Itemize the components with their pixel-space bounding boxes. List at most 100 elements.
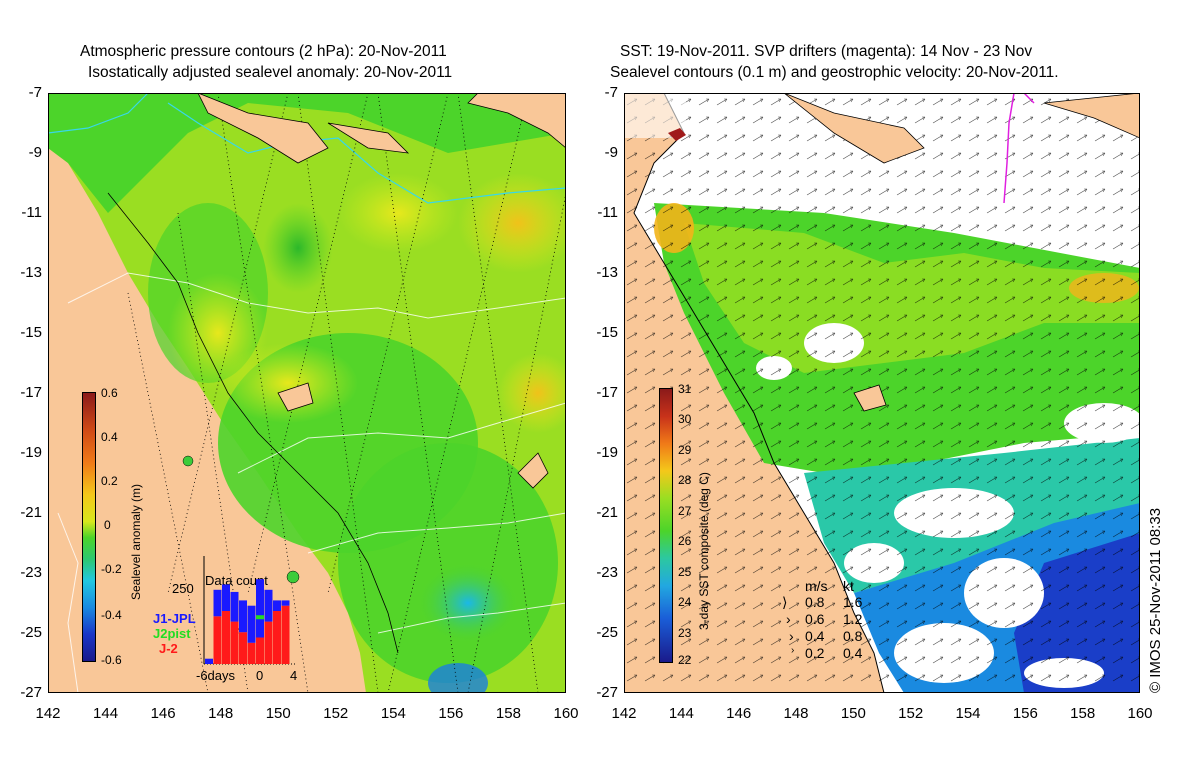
sst-tick: 24 (678, 595, 692, 609)
right-title-line2: Sealevel contours (0.1 m) and geostrophi… (610, 64, 1059, 81)
y-axis-tick-label: -23 (596, 564, 618, 581)
x-axis-tick-label: 152 (898, 705, 924, 722)
x-axis-tick-label: 142 (35, 705, 61, 722)
histogram-bar-j2 (222, 611, 230, 664)
histogram-bar-j2 (230, 621, 239, 664)
histogram-bar-j2pist (256, 615, 264, 620)
sealevel-colorbar (82, 392, 96, 662)
data-count-xlabel: 0 (256, 668, 264, 683)
histogram-bar-j2 (247, 642, 256, 664)
histogram-bar-j1 (205, 658, 213, 664)
sst-tick: 30 (678, 412, 692, 426)
velocity-legend-row: › (786, 611, 791, 627)
sst-tick: 25 (678, 565, 692, 579)
y-axis-tick-label: -23 (20, 564, 42, 581)
velocity-legend-kt: 0.8 (843, 628, 863, 644)
velocity-legend-kt: 0.4 (843, 645, 863, 661)
y-axis-tick-label: -21 (596, 504, 618, 521)
y-axis-tick-label: -27 (596, 684, 618, 701)
y-axis-tick-label: -19 (596, 444, 618, 461)
data-count-title: Data count (205, 573, 268, 588)
x-axis-tick-label: 160 (553, 705, 579, 722)
data-count-legend-j1: J1-JPL (153, 611, 196, 626)
histogram-bar-j2 (213, 616, 222, 664)
sst-tick: 23 (678, 626, 692, 640)
x-axis-tick-label: 142 (611, 705, 637, 722)
sst-colorbar-label: 3-day SST composite (deg C) (697, 472, 711, 630)
y-axis-tick-label: -25 (596, 624, 618, 641)
x-axis-tick-label: 158 (1070, 705, 1096, 722)
velocity-legend-ms: 0.2 (805, 645, 825, 661)
histogram-bar-j1 (273, 600, 281, 611)
sst-colorbar (659, 388, 673, 663)
sst-tick: 29 (678, 443, 692, 457)
sealevel-tick: 0.4 (101, 430, 118, 444)
data-count-legend-jminus2: J-2 (159, 641, 178, 656)
x-axis-tick-label: 148 (783, 705, 809, 722)
sealevel-tick: 0.6 (101, 386, 118, 400)
y-axis-tick-label: -25 (20, 624, 42, 641)
sealevel-anomaly-map (48, 93, 566, 693)
right-map-frame (624, 93, 1140, 693)
histogram-bar-j2 (264, 621, 273, 664)
svp-drifter-track (1003, 93, 1015, 204)
histogram-bar-j1 (222, 584, 230, 611)
sealevel-tick: 0.2 (101, 474, 118, 488)
y-axis-tick-label: -11 (21, 204, 42, 221)
y-axis-tick-label: -17 (20, 384, 42, 401)
y-axis-tick-label: -17 (596, 384, 618, 401)
sst-tick: 22 (678, 653, 692, 667)
x-axis-tick-label: 144 (93, 705, 119, 722)
left-map-frame (48, 93, 566, 693)
histogram-bar-j1 (239, 600, 247, 633)
y-axis-tick-label: -13 (20, 264, 42, 281)
x-axis-tick-label: 146 (726, 705, 752, 722)
y-axis-tick-label: -9 (604, 144, 618, 161)
velocity-legend-header-kt: kt (843, 578, 854, 594)
right-title-line1: SST: 19-Nov-2011. SVP drifters (magenta)… (620, 43, 1033, 60)
sealevel-tick: -0.6 (101, 653, 122, 667)
sealevel-tick: -0.2 (101, 562, 122, 576)
y-axis-tick-label: -11 (597, 204, 618, 221)
sealevel-tick: -0.4 (101, 608, 122, 622)
velocity-legend-kt: 1.6 (843, 594, 863, 610)
x-axis-tick-label: 144 (668, 705, 694, 722)
sst-tick: 28 (678, 473, 692, 487)
sst-map (624, 93, 1140, 693)
x-axis-tick-label: 156 (438, 705, 464, 722)
x-axis-tick-label: 152 (323, 705, 349, 722)
x-axis-tick-label: 156 (1012, 705, 1038, 722)
x-axis-tick-label: 148 (208, 705, 234, 722)
velocity-legend-ms: 0.6 (805, 611, 825, 627)
histogram-bar-j2 (239, 632, 247, 664)
data-count-xlabel: 4 (290, 668, 298, 683)
y-axis-tick-label: -27 (20, 684, 42, 701)
left-title-line2: Isostatically adjusted sealevel anomaly:… (88, 64, 453, 81)
velocity-legend-ms: 0.4 (805, 628, 825, 644)
y-axis-tick-label: -21 (20, 504, 42, 521)
x-axis-tick-label: 158 (495, 705, 521, 722)
velocity-legend-row: › (791, 645, 795, 656)
y-axis-tick-label: -7 (604, 84, 618, 101)
x-axis-tick-label: 160 (1127, 705, 1153, 722)
histogram-bar-j1 (230, 591, 239, 622)
histogram-bar-j1 (281, 600, 290, 606)
histogram-bar-j1 (264, 589, 273, 622)
histogram-bar-j1 (256, 579, 264, 638)
velocity-legend-header-ms: m/s (805, 578, 828, 594)
right-map-panel (624, 93, 1140, 693)
x-axis-tick-label: 150 (840, 705, 866, 722)
histogram-bar-j1 (247, 605, 256, 643)
velocity-legend-row: ⟩ (782, 594, 788, 610)
y-axis-tick-label: -15 (596, 324, 618, 341)
x-axis-tick-label: 154 (955, 705, 981, 722)
x-axis-tick-label: 150 (265, 705, 291, 722)
y-axis-tick-label: -7 (28, 84, 42, 101)
data-count-xlabel: -6days (196, 668, 236, 683)
histogram-bar-j2 (281, 605, 290, 664)
histogram-bar-j2 (273, 611, 281, 664)
y-axis-tick-label: -13 (596, 264, 618, 281)
y-axis-tick-label: -15 (20, 324, 42, 341)
velocity-legend-row: › (789, 628, 794, 644)
velocity-legend-kt: 1.2 (843, 611, 863, 627)
